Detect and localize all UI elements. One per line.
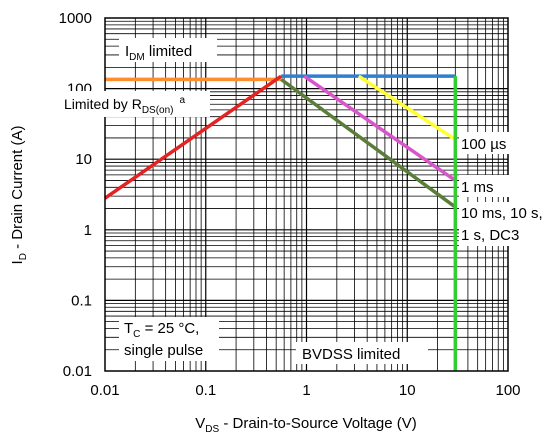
tc-main: T [124, 320, 133, 337]
x-tick-label: 0.1 [195, 382, 216, 399]
series-line [280, 77, 457, 209]
series-line [303, 74, 457, 182]
y-tick-label: 0.01 [63, 363, 92, 380]
y-axis-label-rest: - Drain Current (A) [9, 126, 26, 254]
y-axis-label-main: I [9, 260, 26, 264]
x-axis-label-sub: DS [205, 424, 219, 435]
y-tick-label: 0.1 [71, 292, 92, 309]
label-100us-text: 100 µs [461, 136, 506, 153]
rds-main: Limited by R [64, 96, 142, 112]
idm-sub: DM [129, 52, 145, 63]
x-tick-labels: 0.01 0.1 1 10 100 [90, 382, 520, 399]
label-1ms-text: 1 ms [461, 179, 494, 196]
x-axis-label: VDS - Drain-to-Source Voltage (V) [195, 415, 417, 435]
y-tick-label: 1 [84, 222, 92, 239]
bvdss-text: BVDSS limited [302, 346, 400, 363]
series-lines [104, 74, 458, 371]
rds-annotation: Limited by RDS(on) a [60, 91, 210, 117]
tc-pulse: single pulse [124, 342, 203, 359]
svg-text:Limited by RDS(on)a: Limited by RDS(on) a [64, 95, 186, 116]
label-100us: 100 µs [459, 132, 519, 154]
x-tick-label: 10 [399, 382, 416, 399]
tc-rest: = 25 °C, [140, 320, 199, 337]
label-10ms-line2: 1 s, DC3 [461, 227, 519, 244]
x-tick-label: 0.01 [90, 382, 119, 399]
label-10ms: 10 ms, 10 s, 1 s, DC3 [459, 202, 557, 246]
y-tick-label: 10 [75, 151, 92, 168]
y-tick-label: 1000 [59, 10, 92, 27]
rds-sub: DS(on) [142, 105, 174, 116]
rds-sup: a [180, 95, 186, 106]
tc-sub: C [133, 329, 140, 340]
x-axis-label-main: V [195, 415, 205, 432]
x-tick-label: 100 [495, 382, 520, 399]
x-tick-label: 1 [302, 382, 310, 399]
idm-annotation: IDM limited [119, 38, 217, 63]
svg-text:IDM limited: IDM limited [125, 43, 192, 63]
bvdss-annotation: BVDSS limited [296, 342, 428, 364]
y-axis-label: ID - Drain Current (A) [9, 126, 29, 265]
series-line [357, 74, 457, 141]
y-axis-label-sub: D [18, 253, 29, 260]
label-10ms-line1: 10 ms, 10 s, [461, 205, 543, 222]
grid-lines [105, 18, 508, 371]
series-line [104, 74, 283, 200]
idm-rest: limited [145, 43, 193, 60]
x-axis-label-rest: - Drain-to-Source Voltage (V) [219, 415, 417, 432]
svg-text:TC = 25 °C,: TC = 25 °C, [124, 320, 199, 340]
idm-main: I [125, 43, 129, 60]
label-1ms: 1 ms [459, 175, 509, 197]
tc-annotation: TC = 25 °C, single pulse [119, 317, 219, 361]
